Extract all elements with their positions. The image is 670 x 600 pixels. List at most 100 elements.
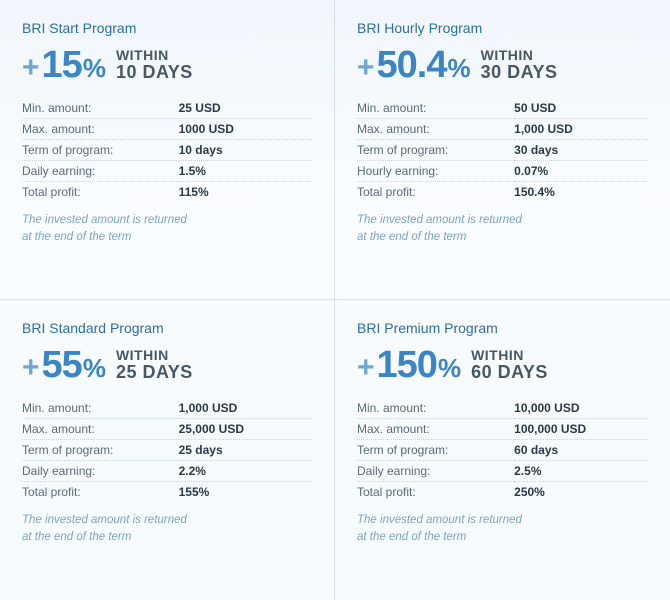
row-value: 10 days — [179, 140, 312, 161]
row-label: Max. amount: — [357, 419, 514, 440]
footnote-line: The invested amount is returned — [22, 212, 312, 229]
row-value: 50 USD — [514, 98, 648, 119]
row-value: 1,000 USD — [514, 119, 648, 140]
row-value: 1,000 USD — [179, 398, 312, 419]
details-table: Min. amount:1,000 USD Max. amount:25,000… — [22, 398, 312, 502]
row-label: Min. amount: — [22, 398, 179, 419]
row-label: Total profit: — [22, 182, 179, 203]
program-card: BRI Standard Program + 55 % WITHIN 25 DA… — [0, 300, 335, 600]
program-hero: + 55 % WITHIN 25 DAYS — [22, 346, 312, 384]
within-block: WITHIN 10 DAYS — [116, 48, 193, 82]
row-label: Min. amount: — [357, 98, 514, 119]
row-value: 1000 USD — [179, 119, 312, 140]
table-row: Daily earning:2.5% — [357, 461, 648, 482]
table-row: Min. amount:1,000 USD — [22, 398, 312, 419]
table-row: Daily earning:1.5% — [22, 161, 312, 182]
table-row: Total profit:250% — [357, 482, 648, 503]
program-title: BRI Standard Program — [22, 320, 312, 336]
within-days: 25 DAYS — [116, 363, 193, 382]
row-value: 10,000 USD — [514, 398, 648, 419]
program-grid: BRI Start Program + 15 % WITHIN 10 DAYS … — [0, 0, 670, 600]
row-label: Total profit: — [22, 482, 179, 503]
footnote: The invested amount is returned at the e… — [357, 212, 648, 247]
percent-block: + 150 % — [357, 346, 461, 384]
percent-value: 15 — [42, 46, 82, 84]
percent-sign: % — [438, 355, 461, 381]
percent-value: 150 — [377, 346, 437, 384]
row-value: 115% — [179, 182, 312, 203]
footnote-line: at the end of the term — [357, 229, 648, 246]
table-row: Min. amount:10,000 USD — [357, 398, 648, 419]
details-table: Min. amount:50 USD Max. amount:1,000 USD… — [357, 98, 648, 202]
details-table: Min. amount:10,000 USD Max. amount:100,0… — [357, 398, 648, 502]
program-hero: + 15 % WITHIN 10 DAYS — [22, 46, 312, 84]
table-row: Min. amount:25 USD — [22, 98, 312, 119]
row-value: 2.5% — [514, 461, 648, 482]
table-row: Term of program:25 days — [22, 440, 312, 461]
table-row: Daily earning:2.2% — [22, 461, 312, 482]
row-label: Term of program: — [357, 140, 514, 161]
footnote: The invested amount is returned at the e… — [357, 512, 648, 547]
row-label: Min. amount: — [357, 398, 514, 419]
row-label: Term of program: — [22, 440, 179, 461]
row-value: 30 days — [514, 140, 648, 161]
percent-block: + 55 % — [22, 346, 106, 384]
within-label: WITHIN — [116, 48, 193, 63]
row-value: 150.4% — [514, 182, 648, 203]
table-row: Min. amount:50 USD — [357, 98, 648, 119]
within-block: WITHIN 25 DAYS — [116, 348, 193, 382]
footnote-line: The invested amount is returned — [22, 512, 312, 529]
table-row: Term of program:30 days — [357, 140, 648, 161]
within-label: WITHIN — [471, 348, 548, 363]
plus-icon: + — [357, 53, 375, 83]
footnote-line: The invested amount is returned — [357, 512, 648, 529]
row-label: Max. amount: — [357, 119, 514, 140]
row-value: 2.2% — [179, 461, 312, 482]
table-row: Max. amount:1000 USD — [22, 119, 312, 140]
table-row: Total profit:155% — [22, 482, 312, 503]
footnote-line: at the end of the term — [22, 229, 312, 246]
row-label: Daily earning: — [22, 161, 179, 182]
row-value: 0.07% — [514, 161, 648, 182]
within-label: WITHIN — [116, 348, 193, 363]
row-label: Max. amount: — [22, 119, 179, 140]
program-card: BRI Premium Program + 150 % WITHIN 60 DA… — [335, 300, 670, 600]
program-title: BRI Hourly Program — [357, 20, 648, 36]
plus-icon: + — [357, 353, 375, 383]
within-block: WITHIN 30 DAYS — [481, 48, 558, 82]
within-label: WITHIN — [481, 48, 558, 63]
footnote: The invested amount is returned at the e… — [22, 512, 312, 547]
percent-block: + 15 % — [22, 46, 106, 84]
program-title: BRI Premium Program — [357, 320, 648, 336]
row-label: Total profit: — [357, 182, 514, 203]
row-value: 25 USD — [179, 98, 312, 119]
row-label: Term of program: — [357, 440, 514, 461]
table-row: Max. amount:1,000 USD — [357, 119, 648, 140]
percent-value: 55 — [42, 346, 82, 384]
within-days: 10 DAYS — [116, 63, 193, 82]
percent-sign: % — [83, 355, 106, 381]
row-label: Total profit: — [357, 482, 514, 503]
row-value: 1.5% — [179, 161, 312, 182]
row-label: Hourly earning: — [357, 161, 514, 182]
details-table: Min. amount:25 USD Max. amount:1000 USD … — [22, 98, 312, 202]
table-row: Term of program:10 days — [22, 140, 312, 161]
row-value: 250% — [514, 482, 648, 503]
within-days: 30 DAYS — [481, 63, 558, 82]
plus-icon: + — [22, 53, 40, 83]
program-title: BRI Start Program — [22, 20, 312, 36]
table-row: Max. amount:25,000 USD — [22, 419, 312, 440]
table-row: Total profit:150.4% — [357, 182, 648, 203]
percent-sign: % — [83, 55, 106, 81]
percent-value: 50.4 — [377, 46, 447, 84]
percent-block: + 50.4 % — [357, 46, 471, 84]
row-label: Daily earning: — [22, 461, 179, 482]
row-value: 100,000 USD — [514, 419, 648, 440]
row-label: Min. amount: — [22, 98, 179, 119]
program-hero: + 150 % WITHIN 60 DAYS — [357, 346, 648, 384]
table-row: Term of program:60 days — [357, 440, 648, 461]
within-block: WITHIN 60 DAYS — [471, 348, 548, 382]
program-card: BRI Start Program + 15 % WITHIN 10 DAYS … — [0, 0, 335, 300]
plus-icon: + — [22, 353, 40, 383]
row-label: Max. amount: — [22, 419, 179, 440]
